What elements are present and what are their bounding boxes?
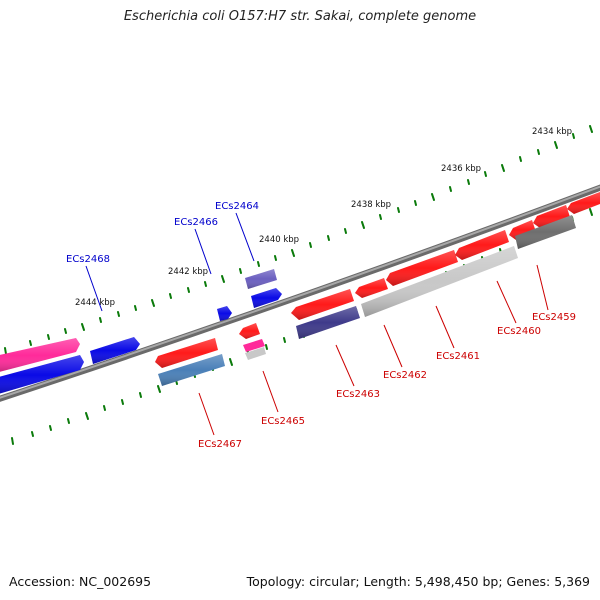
forward-outer-track	[0, 269, 277, 372]
accession-label: Accession: NC_002695	[9, 574, 152, 589]
reverse-label-lines	[198, 264, 549, 436]
tick-label: 2442 kbp	[168, 267, 208, 277]
tick-label: 2440 kbp	[259, 235, 299, 245]
cds-feature[interactable]	[243, 339, 265, 352]
tick-label: 2444 kbp	[75, 298, 115, 308]
forward-label-lines	[85, 212, 255, 312]
gene-label[interactable]: ECs2460	[497, 326, 541, 337]
gene-label[interactable]: ECs2464	[215, 201, 259, 212]
reverse-outer-track	[155, 192, 600, 368]
gene-label[interactable]: ECs2466	[174, 217, 218, 228]
genome-backbone	[0, 184, 600, 402]
gene-label[interactable]: ECs2461	[436, 351, 480, 362]
gene-label[interactable]: ECs2468	[66, 254, 110, 265]
tick-label: 2436 kbp	[441, 164, 481, 174]
tick-label: 2438 kbp	[351, 200, 391, 210]
cds-feature[interactable]	[245, 347, 266, 360]
gene-label[interactable]: ECs2465	[261, 416, 305, 427]
gene-label[interactable]: ECs2467	[198, 439, 242, 450]
upper-tick-track	[4, 125, 593, 355]
map-title: Escherichia coli O157:H7 str. Sakai, com…	[123, 9, 477, 24]
tick-label: 2434 kbp	[532, 127, 572, 137]
gene-label[interactable]: ECs2463	[336, 389, 380, 400]
genome-summary: Topology: circular; Length: 5,498,450 bp…	[246, 574, 590, 589]
gene-label[interactable]: ECs2462	[383, 370, 427, 381]
gene-label[interactable]: ECs2459	[532, 312, 576, 323]
forward-inner-track	[0, 288, 282, 394]
reverse-inner-track	[158, 215, 576, 386]
